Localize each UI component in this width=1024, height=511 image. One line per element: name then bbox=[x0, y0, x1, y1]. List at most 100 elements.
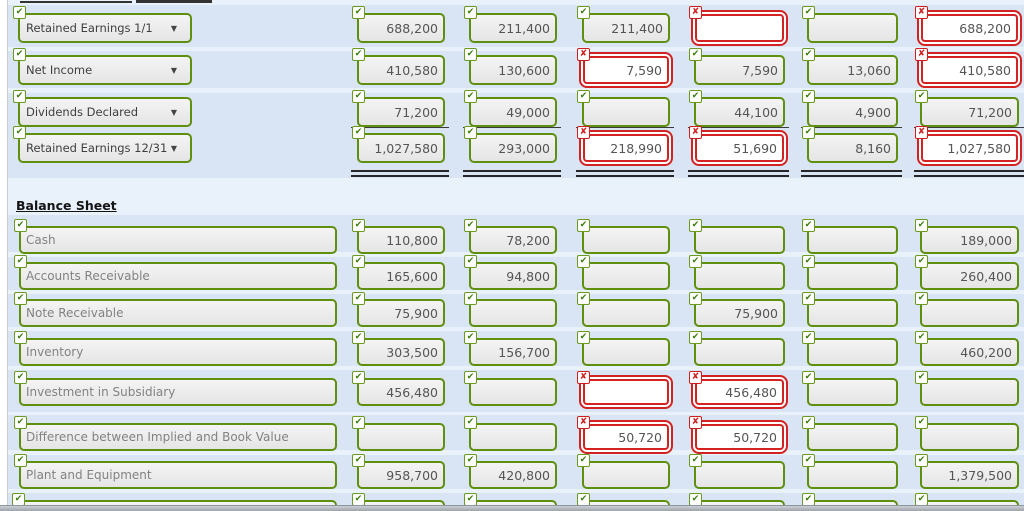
amount-input[interactable]: 218,990 bbox=[583, 134, 669, 162]
bs-row6-amount-cell-4: ✘ 50,720 bbox=[689, 416, 788, 454]
amount-input[interactable] bbox=[357, 423, 445, 451]
correct-check-icon: ✔ bbox=[464, 371, 477, 384]
amount-input[interactable]: 456,480 bbox=[357, 378, 445, 406]
correct-check-icon: ✔ bbox=[464, 454, 477, 467]
amount-input[interactable]: 420,800 bbox=[469, 461, 557, 489]
total-rule-single bbox=[914, 127, 1024, 128]
amount-input[interactable]: 456,480 bbox=[695, 379, 784, 405]
account-dropdown-label: Retained Earnings 12/31 bbox=[26, 141, 168, 155]
re-row4-amount-cell-6: ✘ 1,027,580 bbox=[915, 126, 1022, 166]
amount-input[interactable] bbox=[469, 299, 557, 327]
account-name-input[interactable]: Plant and Equipment bbox=[19, 461, 337, 489]
incorrect-x-icon: ✘ bbox=[689, 371, 702, 384]
account-name-input[interactable]: Accounts Receivable bbox=[19, 262, 337, 290]
amount-input[interactable] bbox=[807, 226, 898, 254]
amount-input[interactable]: 50,720 bbox=[695, 424, 784, 450]
amount-input[interactable] bbox=[694, 226, 785, 254]
amount-input[interactable] bbox=[807, 13, 898, 43]
account-dropdown[interactable]: Net Income ▼ bbox=[18, 55, 192, 85]
amount-input[interactable]: 303,500 bbox=[357, 338, 445, 366]
amount-input[interactable] bbox=[582, 97, 670, 127]
amount-input[interactable]: 460,200 bbox=[920, 338, 1019, 366]
amount-input[interactable] bbox=[582, 461, 670, 489]
amount-input[interactable]: 189,000 bbox=[920, 226, 1019, 254]
amount-input[interactable]: 110,800 bbox=[357, 226, 445, 254]
account-name-input[interactable]: Investment in Subsidiary bbox=[19, 378, 337, 406]
correct-check-icon: ✔ bbox=[802, 90, 815, 103]
amount-input[interactable] bbox=[920, 299, 1019, 327]
amount-input[interactable] bbox=[807, 299, 898, 327]
re-row1-amount-cell-6: ✘ 688,200 bbox=[915, 6, 1022, 46]
amount-input[interactable] bbox=[695, 14, 784, 42]
amount-input[interactable]: 44,100 bbox=[694, 97, 785, 127]
amount-input[interactable]: 71,200 bbox=[357, 97, 445, 127]
account-dropdown[interactable]: Retained Earnings 1/1 ▼ bbox=[18, 13, 192, 43]
amount-input[interactable]: 293,000 bbox=[469, 133, 557, 163]
amount-input[interactable]: 958,700 bbox=[357, 461, 445, 489]
account-dropdown[interactable]: Dividends Declared ▼ bbox=[18, 97, 192, 127]
amount-input[interactable]: 78,200 bbox=[469, 226, 557, 254]
amount-input[interactable] bbox=[694, 461, 785, 489]
amount-input[interactable]: 260,400 bbox=[920, 262, 1019, 290]
amount-input[interactable] bbox=[807, 461, 898, 489]
amount-input[interactable]: 94,800 bbox=[469, 262, 557, 290]
amount-input[interactable] bbox=[582, 262, 670, 290]
amount-input[interactable] bbox=[920, 423, 1019, 451]
incorrect-field-outline: 51,690 bbox=[691, 130, 788, 166]
account-name-input[interactable]: Inventory bbox=[19, 338, 337, 366]
amount-input[interactable] bbox=[469, 378, 557, 406]
amount-input[interactable]: 1,027,580 bbox=[921, 134, 1018, 162]
amount-input[interactable] bbox=[469, 423, 557, 451]
correct-check-icon: ✔ bbox=[13, 48, 26, 61]
bs-row2-amount-cell-5: ✔ bbox=[802, 255, 898, 290]
account-dropdown[interactable]: Retained Earnings 12/31 ▼ bbox=[18, 133, 192, 163]
amount-input[interactable] bbox=[583, 379, 669, 405]
bs-row2-amount-cell-4: ✔ bbox=[689, 255, 785, 290]
amount-input[interactable]: 211,400 bbox=[469, 13, 557, 43]
amount-input[interactable]: 50,720 bbox=[583, 424, 669, 450]
account-select-cell: ✔ Dividends Declared ▼ bbox=[13, 90, 192, 127]
amount-input[interactable]: 156,700 bbox=[469, 338, 557, 366]
amount-input[interactable]: 410,580 bbox=[921, 56, 1018, 84]
amount-input[interactable] bbox=[694, 338, 785, 366]
amount-input[interactable]: 688,200 bbox=[921, 14, 1018, 42]
amount-input[interactable]: 49,000 bbox=[469, 97, 557, 127]
bs-row4-amount-cell-4: ✔ bbox=[689, 331, 785, 366]
correct-check-icon: ✔ bbox=[689, 454, 702, 467]
amount-input[interactable]: 75,900 bbox=[357, 299, 445, 327]
account-name-input[interactable]: Cash bbox=[19, 226, 337, 254]
amount-input[interactable]: 7,590 bbox=[694, 55, 785, 85]
incorrect-x-icon: ✘ bbox=[915, 6, 928, 19]
amount-input[interactable]: 130,600 bbox=[469, 55, 557, 85]
bs-row5-amount-cell-3: ✘ bbox=[577, 371, 673, 409]
account-name-input[interactable]: Note Receivable bbox=[19, 299, 337, 327]
amount-input[interactable]: 211,400 bbox=[582, 13, 670, 43]
amount-input[interactable] bbox=[920, 378, 1019, 406]
correct-check-icon: ✔ bbox=[352, 219, 365, 232]
amount-input[interactable]: 51,690 bbox=[695, 134, 784, 162]
amount-input[interactable] bbox=[582, 226, 670, 254]
amount-input[interactable]: 4,900 bbox=[807, 97, 898, 127]
amount-input[interactable]: 75,900 bbox=[694, 299, 785, 327]
correct-check-icon: ✔ bbox=[915, 255, 928, 268]
amount-input[interactable] bbox=[807, 338, 898, 366]
amount-input[interactable]: 8,160 bbox=[807, 133, 898, 163]
amount-input[interactable] bbox=[582, 299, 670, 327]
amount-input[interactable]: 165,600 bbox=[357, 262, 445, 290]
incorrect-x-icon: ✘ bbox=[577, 126, 590, 139]
amount-input[interactable]: 688,200 bbox=[357, 13, 445, 43]
amount-input[interactable]: 1,379,500 bbox=[920, 461, 1019, 489]
amount-input[interactable]: 13,060 bbox=[807, 55, 898, 85]
amount-input[interactable] bbox=[807, 378, 898, 406]
amount-input[interactable] bbox=[807, 262, 898, 290]
amount-input[interactable]: 7,590 bbox=[583, 56, 669, 84]
amount-input[interactable]: 1,027,580 bbox=[357, 133, 445, 163]
correct-check-icon: ✔ bbox=[802, 48, 815, 61]
amount-input[interactable] bbox=[694, 262, 785, 290]
account-name-input[interactable]: Difference between Implied and Book Valu… bbox=[19, 423, 337, 451]
amount-input[interactable] bbox=[582, 338, 670, 366]
amount-input[interactable] bbox=[807, 423, 898, 451]
amount-input[interactable]: 71,200 bbox=[920, 97, 1019, 127]
amount-input[interactable]: 410,580 bbox=[357, 55, 445, 85]
